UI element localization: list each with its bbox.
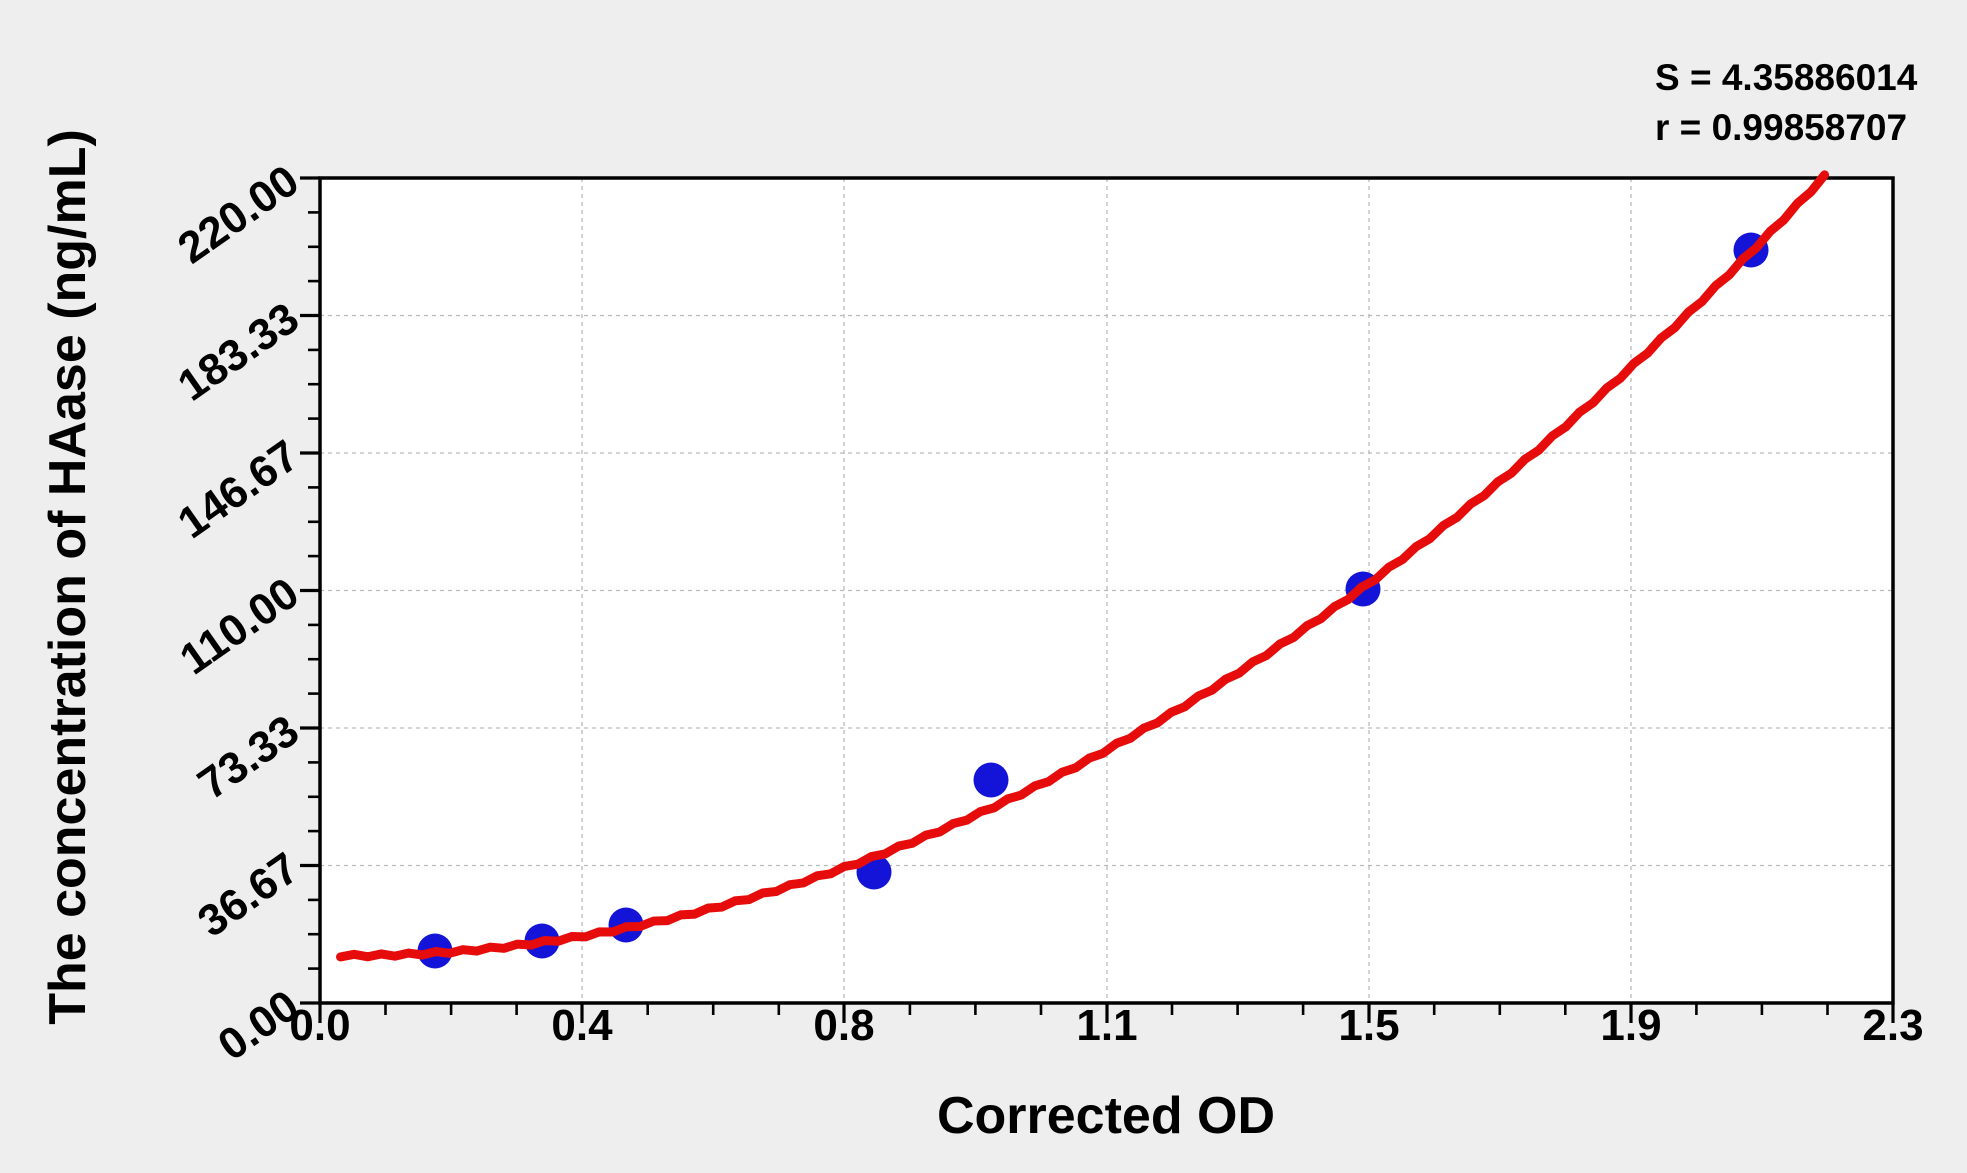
- svg-text:0.8: 0.8: [813, 1001, 874, 1050]
- svg-text:1.9: 1.9: [1600, 1001, 1661, 1050]
- svg-text:Corrected OD: Corrected OD: [937, 1087, 1275, 1145]
- svg-text:2.3: 2.3: [1862, 1001, 1923, 1050]
- svg-text:S = 4.35886014: S = 4.35886014: [1655, 57, 1918, 98]
- svg-text:r = 0.99858707: r = 0.99858707: [1655, 107, 1907, 148]
- svg-text:0.4: 0.4: [551, 1001, 613, 1050]
- svg-text:1.5: 1.5: [1338, 1001, 1399, 1050]
- svg-text:The concentration of HAase (ng: The concentration of HAase (ng/mL): [39, 129, 97, 1025]
- svg-text:1.1: 1.1: [1076, 1001, 1137, 1050]
